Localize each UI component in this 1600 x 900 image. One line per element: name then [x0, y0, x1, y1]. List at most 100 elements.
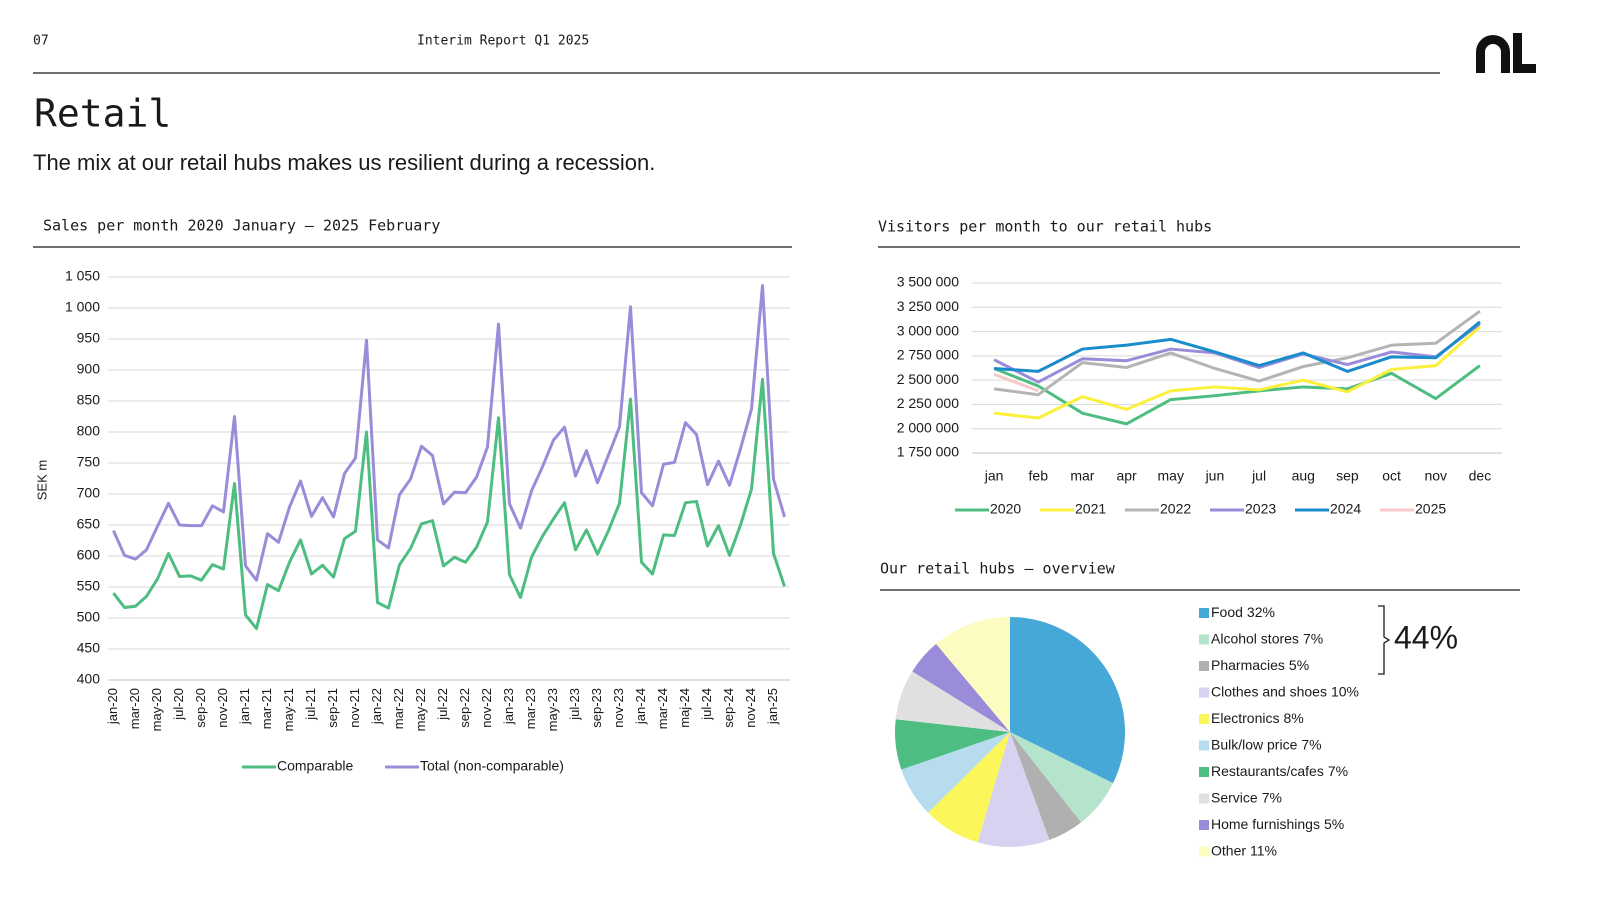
legend-swatch	[1199, 634, 1209, 645]
x-tick-label: may-22	[413, 688, 428, 731]
x-tick-label: mar	[1070, 468, 1094, 484]
pie-slice	[895, 671, 1010, 732]
x-tick-label: jul-21	[303, 688, 318, 721]
pie-slice	[1010, 732, 1114, 823]
legend-value: 7%	[1262, 789, 1282, 805]
series-line	[993, 372, 1039, 393]
y-tick-label: 400	[77, 671, 101, 687]
x-tick-label: jul-22	[435, 688, 450, 721]
x-tick-label: sep-24	[721, 688, 736, 728]
x-tick-label: may-23	[545, 688, 560, 731]
legend-label: Food 32%	[1211, 604, 1275, 620]
y-tick-label: 2 250 000	[897, 395, 959, 411]
pie-slice	[977, 732, 1050, 847]
legend-label: 2020	[990, 501, 1021, 517]
y-axis-label: SEK m	[34, 460, 49, 500]
legend-value: 7%	[1303, 630, 1323, 646]
x-tick-label: maj-24	[677, 688, 692, 728]
brace	[1378, 605, 1391, 675]
x-tick-label: mar-23	[523, 688, 538, 729]
legend-swatch	[1199, 820, 1209, 830]
legend-category: Restaurants/cafes	[1211, 763, 1324, 779]
legend-swatch	[1199, 846, 1209, 857]
legend-label: 2021	[1075, 501, 1106, 517]
y-tick-label: 500	[77, 609, 101, 625]
series-line	[993, 364, 1481, 426]
legend-value: 5%	[1324, 816, 1344, 832]
legend-swatch	[1199, 687, 1209, 698]
legend-swatch	[1199, 767, 1209, 777]
legend-label: Restaurants/cafes 7%	[1211, 763, 1348, 779]
legend-category: Bulk/low price	[1211, 736, 1298, 752]
page-title: Retail	[34, 92, 171, 136]
x-tick-label: sep	[1336, 468, 1359, 484]
legend-swatch	[1199, 740, 1209, 751]
x-tick-label: jul-20	[171, 688, 186, 721]
legend-label: 2022	[1160, 501, 1191, 517]
y-tick-label: 750	[77, 454, 101, 470]
x-tick-label: jul-24	[699, 688, 714, 721]
y-tick-label: 950	[77, 330, 101, 346]
x-tick-label: mar-21	[259, 688, 274, 729]
y-tick-label: 700	[77, 485, 101, 501]
series-line	[993, 325, 1481, 420]
legend-label: Comparable	[277, 758, 353, 774]
legend-label: Other 11%	[1211, 842, 1277, 858]
chart-title: Visitors per month to our retail hubs	[878, 218, 1212, 236]
x-tick-label: apr	[1116, 468, 1137, 484]
x-tick-label: jan-21	[237, 688, 252, 725]
legend-value: 32%	[1247, 604, 1275, 620]
y-tick-label: 1 050	[65, 268, 100, 284]
y-tick-label: 2 750 000	[897, 347, 959, 363]
page-subtitle: The mix at our retail hubs makes us resi…	[33, 150, 655, 175]
x-tick-label: mar-24	[655, 688, 670, 729]
legend-label: Clothes and shoes 10%	[1211, 683, 1359, 699]
pie-slice	[912, 643, 1010, 732]
series-line	[112, 284, 786, 582]
x-tick-label: jan-25	[765, 688, 780, 725]
legend-label: 2023	[1245, 501, 1276, 517]
x-tick-label: oct	[1382, 468, 1401, 484]
x-tick-label: sep-20	[193, 688, 208, 728]
legend-label: 2025	[1415, 501, 1446, 517]
pie-slice	[1010, 732, 1082, 841]
x-tick-label: mar-20	[127, 688, 142, 729]
pie-slice	[936, 617, 1010, 732]
legend-swatch	[1199, 661, 1209, 671]
legend-category: Other	[1211, 842, 1246, 858]
legend-label: Service 7%	[1211, 789, 1282, 805]
y-tick-label: 2 000 000	[897, 419, 959, 435]
legend-label: Electronics 8%	[1211, 710, 1304, 726]
x-tick-label: jan-23	[501, 688, 516, 725]
y-tick-label: 3 250 000	[897, 298, 959, 314]
x-tick-label: nov-23	[611, 688, 626, 728]
y-tick-label: 450	[77, 640, 101, 656]
pie-slice	[894, 719, 1010, 770]
legend-label: 2024	[1330, 501, 1361, 517]
legend-swatch	[1199, 793, 1209, 804]
pie-slice	[901, 732, 1010, 813]
pie-slice	[1010, 617, 1126, 784]
legend-value: 5%	[1289, 657, 1309, 673]
y-tick-label: 550	[77, 578, 101, 594]
legend-value: 8%	[1283, 710, 1303, 726]
y-tick-label: 3 500 000	[897, 274, 959, 290]
y-tick-label: 600	[77, 547, 101, 563]
x-tick-label: dec	[1469, 468, 1492, 484]
x-tick-label: nov	[1424, 468, 1447, 484]
legend-label: Pharmacies 5%	[1211, 657, 1309, 673]
legend-category: Clothes and shoes	[1211, 683, 1327, 699]
x-tick-label: aug	[1292, 468, 1315, 484]
legend-category: Electronics	[1211, 710, 1279, 726]
legend-label: Total (non-comparable)	[420, 758, 564, 774]
y-tick-label: 2 500 000	[897, 371, 959, 387]
x-tick-label: nov-20	[215, 688, 230, 728]
x-tick-label: nov-22	[479, 688, 494, 728]
x-tick-label: mar-22	[391, 688, 406, 729]
y-tick-label: 850	[77, 392, 101, 408]
x-tick-label: jan	[984, 468, 1004, 484]
y-tick-label: 800	[77, 423, 101, 439]
legend-category: Food	[1211, 604, 1243, 620]
legend-label: Home furnishings 5%	[1211, 816, 1344, 832]
